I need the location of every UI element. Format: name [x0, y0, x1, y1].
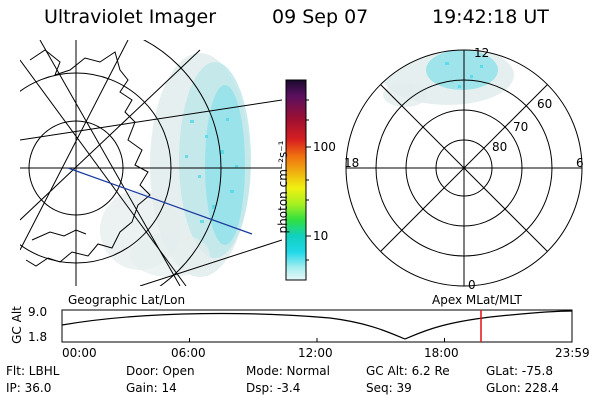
mlt-label-6: 6: [576, 156, 584, 170]
mlt-label-0: 0: [468, 278, 476, 292]
info-ip: IP: 36.0: [6, 381, 52, 395]
mlat-label-70: 70: [513, 120, 529, 134]
mlt-label-12: 12: [474, 46, 490, 60]
altitude-ytick-bottom: 1.8: [28, 330, 48, 344]
time-tick-1200: 12:00: [298, 346, 333, 360]
altitude-curve: [61, 310, 573, 340]
info-glat: GLat: -75.8: [486, 364, 553, 378]
mlat-label-60: 60: [537, 97, 553, 111]
altitude-plot-frame: [61, 309, 573, 343]
info-flt: Flt: LBHL: [6, 364, 60, 378]
right-panel-label: Apex MLat/MLT: [432, 293, 522, 307]
info-dsp: Dsp: -3.4: [246, 381, 301, 395]
time-tick-1800: 18:00: [424, 346, 459, 360]
info-mode: Mode: Normal: [246, 364, 330, 378]
time-tick-2359: 23:59: [555, 346, 590, 360]
time-tick-0000: 00:00: [62, 346, 97, 360]
altitude-ylabel: GC Alt: [10, 306, 24, 344]
colorbar-tick-10: 10: [313, 229, 329, 243]
time-tick-0600: 06:00: [171, 346, 206, 360]
colorbar-unit-label: photon cm⁻²s⁻¹: [276, 140, 290, 234]
altitude-ytick-top: 9.0: [28, 305, 48, 319]
time-label: 19:42:18 UT: [432, 6, 549, 28]
info-glon: GLon: 228.4: [486, 381, 559, 395]
app-title: Ultraviolet Imager: [44, 6, 217, 28]
info-door: Door: Open: [126, 364, 195, 378]
date-label: 09 Sep 07: [272, 6, 369, 28]
left-panel-label: Geographic Lat/Lon: [68, 293, 186, 307]
info-seq: Seq: 39: [366, 381, 412, 395]
colorbar-tick-100: 100: [313, 140, 336, 154]
mlt-label-18: 18: [344, 156, 360, 170]
info-gain: Gain: 14: [126, 381, 177, 395]
mlat-label-80: 80: [492, 140, 508, 154]
geographic-map: [20, 40, 282, 286]
info-gcalt: GC Alt: 6.2 Re: [366, 364, 450, 378]
